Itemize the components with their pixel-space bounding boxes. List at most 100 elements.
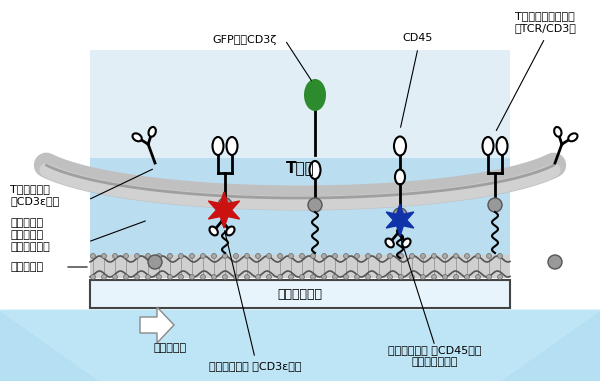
Circle shape — [409, 253, 415, 258]
Polygon shape — [0, 310, 600, 381]
Circle shape — [487, 253, 491, 258]
Circle shape — [91, 274, 95, 280]
Ellipse shape — [310, 161, 320, 179]
Circle shape — [256, 274, 260, 280]
Text: CD45: CD45 — [403, 33, 433, 43]
Circle shape — [548, 255, 562, 269]
Text: T細胞刺激用
抗CD3ε抗体: T細胞刺激用 抗CD3ε抗体 — [10, 184, 59, 206]
Circle shape — [299, 274, 304, 280]
Text: 脂質二重膜: 脂質二重膜 — [10, 262, 43, 272]
Circle shape — [454, 274, 458, 280]
Circle shape — [442, 274, 448, 280]
Circle shape — [398, 253, 403, 258]
Bar — [90, 158, 510, 255]
Ellipse shape — [226, 227, 235, 235]
Circle shape — [464, 274, 469, 280]
Ellipse shape — [394, 136, 406, 155]
Circle shape — [409, 274, 415, 280]
Ellipse shape — [385, 239, 394, 247]
Circle shape — [233, 253, 238, 258]
Circle shape — [167, 274, 173, 280]
Circle shape — [113, 253, 118, 258]
Circle shape — [113, 274, 118, 280]
Polygon shape — [140, 307, 174, 343]
Circle shape — [388, 274, 392, 280]
Circle shape — [157, 274, 161, 280]
Ellipse shape — [554, 127, 562, 137]
Circle shape — [454, 253, 458, 258]
Circle shape — [322, 253, 326, 258]
Circle shape — [311, 274, 316, 280]
Text: カバーグラス: カバーグラス — [277, 288, 323, 301]
Circle shape — [488, 198, 502, 212]
Ellipse shape — [402, 239, 410, 247]
Circle shape — [421, 253, 425, 258]
Bar — [90, 255, 510, 278]
Circle shape — [200, 274, 205, 280]
Circle shape — [223, 253, 227, 258]
Circle shape — [365, 274, 370, 280]
Circle shape — [497, 274, 502, 280]
Circle shape — [343, 274, 349, 280]
Circle shape — [355, 274, 359, 280]
Text: 全反射照明: 全反射照明 — [154, 343, 187, 353]
Polygon shape — [386, 204, 414, 236]
Circle shape — [190, 253, 194, 258]
Circle shape — [233, 274, 238, 280]
Circle shape — [146, 253, 151, 258]
Text: T細胞受容体複合体
（TCR/CD3）: T細胞受容体複合体 （TCR/CD3） — [514, 11, 576, 33]
Ellipse shape — [133, 133, 142, 141]
Text: 赤色蛍光標識 抗CD3ε抗体: 赤色蛍光標識 抗CD3ε抗体 — [209, 361, 301, 371]
Circle shape — [91, 253, 95, 258]
Ellipse shape — [209, 227, 218, 235]
Ellipse shape — [304, 79, 326, 111]
Circle shape — [464, 253, 469, 258]
Ellipse shape — [395, 170, 405, 184]
Text: GFP標識CD3ζ: GFP標識CD3ζ — [213, 35, 277, 45]
Circle shape — [311, 253, 316, 258]
Circle shape — [256, 253, 260, 258]
Text: 橙色蛍光標識 抗CD45抗体
（表示は青色）: 橙色蛍光標識 抗CD45抗体 （表示は青色） — [388, 345, 482, 367]
Circle shape — [475, 253, 481, 258]
Circle shape — [289, 253, 293, 258]
Circle shape — [388, 253, 392, 258]
Ellipse shape — [482, 137, 493, 155]
Circle shape — [223, 274, 227, 280]
Circle shape — [393, 208, 407, 222]
Ellipse shape — [568, 133, 577, 141]
Ellipse shape — [212, 137, 223, 155]
Circle shape — [431, 253, 436, 258]
Circle shape — [377, 274, 382, 280]
Circle shape — [218, 198, 232, 212]
Circle shape — [124, 253, 128, 258]
Circle shape — [398, 274, 403, 280]
Text: 抗体を膜に
結び付ける
タンパク質等: 抗体を膜に 結び付ける タンパク質等 — [10, 218, 50, 252]
Circle shape — [277, 253, 283, 258]
Bar — [90, 280, 510, 308]
Circle shape — [157, 253, 161, 258]
Circle shape — [343, 253, 349, 258]
Circle shape — [266, 274, 271, 280]
Circle shape — [200, 253, 205, 258]
Polygon shape — [208, 192, 239, 228]
Circle shape — [211, 253, 217, 258]
Circle shape — [442, 253, 448, 258]
Circle shape — [355, 253, 359, 258]
Circle shape — [146, 274, 151, 280]
Circle shape — [497, 253, 502, 258]
Circle shape — [179, 274, 184, 280]
Circle shape — [322, 274, 326, 280]
Circle shape — [167, 253, 173, 258]
Circle shape — [245, 253, 250, 258]
Circle shape — [179, 253, 184, 258]
Circle shape — [487, 274, 491, 280]
Circle shape — [245, 274, 250, 280]
Ellipse shape — [496, 137, 508, 155]
Circle shape — [299, 253, 304, 258]
Circle shape — [101, 274, 107, 280]
Ellipse shape — [227, 137, 238, 155]
Text: T細胞: T細胞 — [286, 160, 314, 176]
Circle shape — [277, 274, 283, 280]
Circle shape — [266, 253, 271, 258]
Circle shape — [332, 253, 337, 258]
